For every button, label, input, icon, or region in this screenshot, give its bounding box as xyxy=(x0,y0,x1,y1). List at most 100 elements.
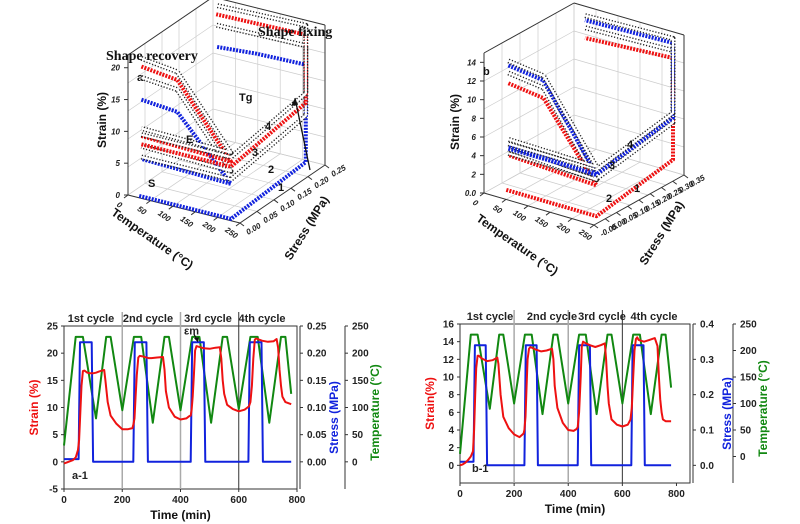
x-tick xyxy=(235,222,241,227)
y3-tick-label: 0 xyxy=(352,457,358,468)
y3-tick-label: 250 xyxy=(352,322,369,333)
cycle-label: 2nd cycle xyxy=(123,313,173,325)
series-strain-line xyxy=(63,337,292,465)
y3-tick-label: 100 xyxy=(740,399,757,410)
x-tick-label: 150 xyxy=(533,215,550,230)
panel-label: b-1 xyxy=(472,463,489,475)
cycle-2-fixing-curve-inner xyxy=(141,24,307,181)
series-strain-line xyxy=(459,336,672,467)
panel-label: b xyxy=(483,66,490,78)
grid-line xyxy=(573,58,685,92)
grid-line xyxy=(483,86,575,138)
x-tick-label: 600 xyxy=(614,489,631,500)
x-tick xyxy=(501,198,507,203)
y-tick-label: 14 xyxy=(443,337,455,348)
x-tick xyxy=(589,224,595,229)
x-tick-label: 100 xyxy=(511,208,528,223)
y-tick-label: 10 xyxy=(47,403,59,414)
annotation-shape-fixing: Shape fixing xyxy=(258,25,332,40)
x-tick-label: 200 xyxy=(506,489,523,500)
y-tick xyxy=(683,174,689,179)
axis-edge xyxy=(239,164,326,224)
z-tick-label: 0.0 xyxy=(465,189,477,198)
axis-edge xyxy=(573,2,685,36)
cycle-label: 1st cycle xyxy=(467,311,513,323)
annotation-1: 1 xyxy=(278,182,284,194)
cycle-label: 1st cycle xyxy=(68,313,114,325)
y-tick xyxy=(638,199,644,204)
z-tick-label: 0 xyxy=(116,191,121,200)
x-tick-label: 0 xyxy=(115,200,124,210)
grid-line xyxy=(195,153,281,213)
x-tick-label: 200 xyxy=(200,219,217,235)
annotation-e: E xyxy=(186,134,193,146)
series-stress-line xyxy=(460,344,672,467)
y2-tick-label: 0.20 xyxy=(307,349,327,360)
y-tick xyxy=(604,218,610,223)
y-tick xyxy=(593,224,599,229)
z-axis-label-strain: Strain (%) xyxy=(95,92,109,148)
x-axis-label: Time (min) xyxy=(150,508,210,522)
x-tick-label: 200 xyxy=(555,220,572,236)
x-tick xyxy=(567,218,573,223)
y-tick-label: 0.05 xyxy=(262,209,280,225)
panel-label: a-1 xyxy=(72,470,88,482)
z-tick-label: 2 xyxy=(471,170,477,179)
y-tick-label: 0.35 xyxy=(689,173,707,189)
y-tick xyxy=(616,212,621,216)
grid-line xyxy=(483,58,575,110)
cycle-label: 4th cycle xyxy=(630,311,677,323)
cycle-4-recovery-curve-inner xyxy=(141,57,233,154)
y2-tick-label: 0.3 xyxy=(700,355,714,366)
grid-line xyxy=(161,171,275,201)
y3-tick-label: 250 xyxy=(740,320,757,331)
cycle-3-recovery-curve xyxy=(507,63,599,178)
panel-a-3d-chart: 0 50 100 150 200 250 0.000.050.100.150.200.25 0… xyxy=(95,0,348,272)
y3-tick-label: 50 xyxy=(740,426,752,437)
annotation-4: 4 xyxy=(627,139,634,151)
y-tick xyxy=(661,187,666,191)
cycle-1-fixing-curve xyxy=(505,36,675,219)
annotation-3: 3 xyxy=(252,147,258,159)
grid-line xyxy=(144,183,258,212)
y-tick-label: 0.15 xyxy=(296,186,314,202)
y-tick-label: 10 xyxy=(443,373,455,384)
x-axis-label: Time (min) xyxy=(545,502,605,516)
grid-line xyxy=(573,86,685,120)
annotation-tg: Tg xyxy=(239,92,252,104)
z-tick-label: 4 xyxy=(471,152,477,161)
grid-line xyxy=(172,147,258,207)
y-tick-label: 0.00 xyxy=(245,221,263,237)
y3-axis-label-temperature: Temperature (°C) xyxy=(368,364,382,461)
grid-line xyxy=(483,30,575,82)
x-tick-label: 400 xyxy=(172,495,189,506)
grid-line xyxy=(178,159,292,189)
y2-tick-label: 0.1 xyxy=(700,426,714,437)
annotation-1: 1 xyxy=(634,183,640,195)
y-tick xyxy=(324,164,330,169)
y-axis-label-strain: Strain(%) xyxy=(423,377,437,430)
grid-line xyxy=(127,108,214,168)
cycle-1-recovery-curve xyxy=(140,97,233,186)
grid-line xyxy=(127,24,214,84)
panel-label: a xyxy=(137,72,144,84)
axis-edge xyxy=(127,0,210,56)
y-tick-label: 0.20 xyxy=(313,174,331,190)
y-tick xyxy=(273,199,279,204)
axis-edge xyxy=(483,192,595,226)
z-tick-label: 10 xyxy=(467,96,476,105)
y-tick xyxy=(672,180,678,185)
series-stress-line xyxy=(64,341,292,463)
grid-line xyxy=(573,114,685,148)
panel-b1-time-chart: 1st cycle 2nd cycle 3rd cycle 4th cycle 0 2 4 6… xyxy=(423,310,770,516)
y2-tick-label: 0.05 xyxy=(307,430,327,441)
z-tick-label: 12 xyxy=(467,77,476,86)
series-temperature-line xyxy=(63,335,293,446)
cycle-3-fixing-curve xyxy=(140,12,308,169)
y2-axis-label-stress: Stress (MPa) xyxy=(720,377,734,450)
x-tick-label: 150 xyxy=(179,214,196,229)
panel-b-3d-chart: 050 100 150 200 250 -0.050.000.050.100.150.20… xyxy=(448,2,707,278)
y3-tick-label: 100 xyxy=(352,403,369,414)
x-tick-label: 250 xyxy=(223,225,240,241)
grid-line xyxy=(127,80,214,140)
